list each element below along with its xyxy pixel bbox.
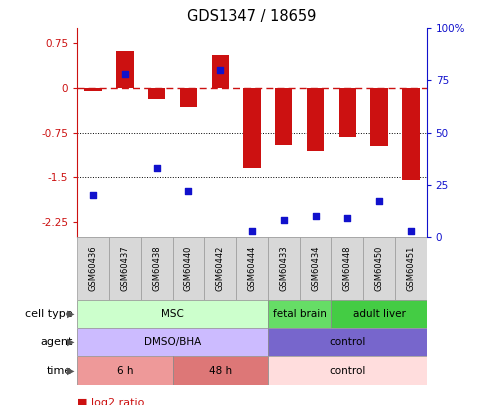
Text: 48 h: 48 h [209,366,232,375]
Text: agent: agent [40,337,72,347]
Point [216,67,224,73]
Text: GSM60440: GSM60440 [184,245,193,291]
Text: control: control [329,366,365,375]
Bar [331,237,363,300]
Bar [268,328,427,356]
Bar [180,88,197,107]
Bar [116,51,134,88]
Bar [148,88,166,99]
Bar [109,237,141,300]
Text: GSM60444: GSM60444 [248,245,256,291]
Bar [77,328,268,356]
Bar [173,356,268,385]
Text: ■ log2 ratio: ■ log2 ratio [77,398,145,405]
Point [280,217,288,224]
Text: GSM60438: GSM60438 [152,245,161,291]
Text: ▶: ▶ [67,337,75,347]
Text: MSC: MSC [161,309,184,319]
Bar [370,88,388,146]
Bar [331,300,427,328]
Text: GSM60451: GSM60451 [406,245,415,291]
Bar [299,237,331,300]
Text: DMSO/BHA: DMSO/BHA [144,337,201,347]
Bar [338,88,356,137]
Text: ▶: ▶ [67,366,75,375]
Bar [268,237,299,300]
Bar [395,237,427,300]
Point [185,188,193,194]
Bar [243,88,260,168]
Bar [84,88,102,91]
Bar [77,356,173,385]
Point [121,71,129,77]
Point [407,228,415,234]
Bar [275,88,292,145]
Bar [402,88,420,180]
Point [311,213,319,219]
Bar [268,300,331,328]
Text: control: control [329,337,365,347]
Point [375,198,383,205]
Point [248,228,256,234]
Title: GDS1347 / 18659: GDS1347 / 18659 [187,9,317,24]
Text: cell type: cell type [25,309,72,319]
Text: ▶: ▶ [67,309,75,319]
Point [153,165,161,171]
Bar [212,55,229,88]
Text: fetal brain: fetal brain [272,309,326,319]
Text: adult liver: adult liver [353,309,406,319]
Text: GSM60437: GSM60437 [120,245,129,291]
Bar [307,88,324,151]
Bar [236,237,268,300]
Text: GSM60434: GSM60434 [311,245,320,291]
Bar [363,237,395,300]
Point [89,192,97,198]
Bar [141,237,173,300]
Bar [173,237,205,300]
Text: GSM60442: GSM60442 [216,245,225,291]
Bar [205,237,236,300]
Point [343,215,351,222]
Text: time: time [47,366,72,375]
Text: GSM60433: GSM60433 [279,245,288,291]
Bar [77,300,268,328]
Text: 6 h: 6 h [117,366,133,375]
Bar [77,237,109,300]
Text: GSM60436: GSM60436 [89,245,98,291]
Text: GSM60448: GSM60448 [343,245,352,291]
Bar [268,356,427,385]
Text: GSM60450: GSM60450 [375,245,384,291]
